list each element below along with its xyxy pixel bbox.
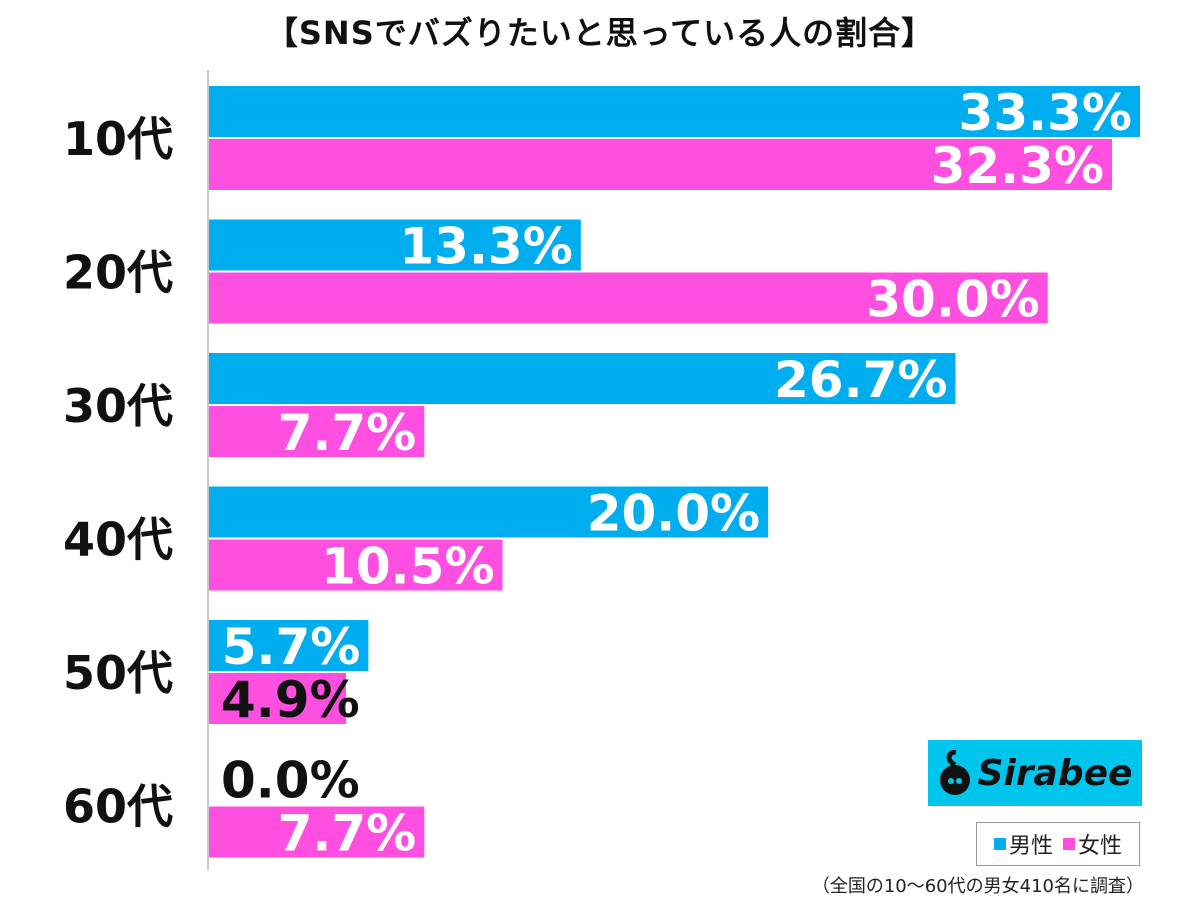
value-label: 33.3%	[959, 84, 1132, 142]
legend-label-female: 女性	[1078, 834, 1123, 859]
value-label: 10.5%	[321, 538, 494, 596]
value-label: 30.0%	[866, 271, 1039, 329]
category-label: 20代	[63, 246, 173, 300]
category-label: 50代	[63, 646, 173, 700]
bar-male	[209, 486, 769, 538]
legend-item-male: 男性	[993, 828, 1053, 860]
bar-male	[209, 620, 369, 671]
bar-female	[209, 139, 1113, 190]
legend-swatch-female	[1063, 838, 1075, 850]
legend-label-male: 男性	[1008, 834, 1053, 859]
bar-male	[209, 353, 956, 404]
sirabee-mark-icon	[939, 750, 970, 795]
sirabee-logo: Sirabee	[928, 740, 1142, 806]
chart-title: 【SNSでバズりたいと思っている人の割合】	[265, 14, 935, 52]
value-label: 0.0%	[221, 752, 360, 810]
category-label: 60代	[63, 780, 173, 834]
logo-text: Sirabee	[977, 752, 1133, 794]
legend: 男性 女性	[976, 822, 1140, 866]
legend-swatch-male	[993, 838, 1006, 850]
value-label: 4.9%	[221, 671, 360, 729]
value-label: 32.3%	[931, 137, 1104, 195]
category-label: 10代	[63, 112, 173, 166]
bar-female	[209, 272, 1048, 324]
value-label: 5.7%	[222, 618, 361, 676]
legend-item-female: 女性	[1063, 828, 1122, 860]
value-label: 7.7%	[278, 404, 417, 462]
bar-female	[209, 406, 425, 457]
survey-note: （全国の10〜60代の男女410名に調査）	[811, 876, 1144, 897]
category-label: 40代	[63, 513, 173, 567]
value-label: 26.7%	[774, 351, 947, 409]
category-label: 30代	[63, 379, 173, 433]
bar-female	[209, 806, 425, 858]
value-label: 13.3%	[399, 218, 572, 276]
value-label: 7.7%	[278, 805, 417, 863]
value-label: 20.0%	[587, 485, 760, 543]
bar-female	[209, 673, 346, 724]
bar-female	[209, 539, 503, 591]
bar-male	[209, 219, 581, 271]
bar-male	[209, 86, 1140, 137]
